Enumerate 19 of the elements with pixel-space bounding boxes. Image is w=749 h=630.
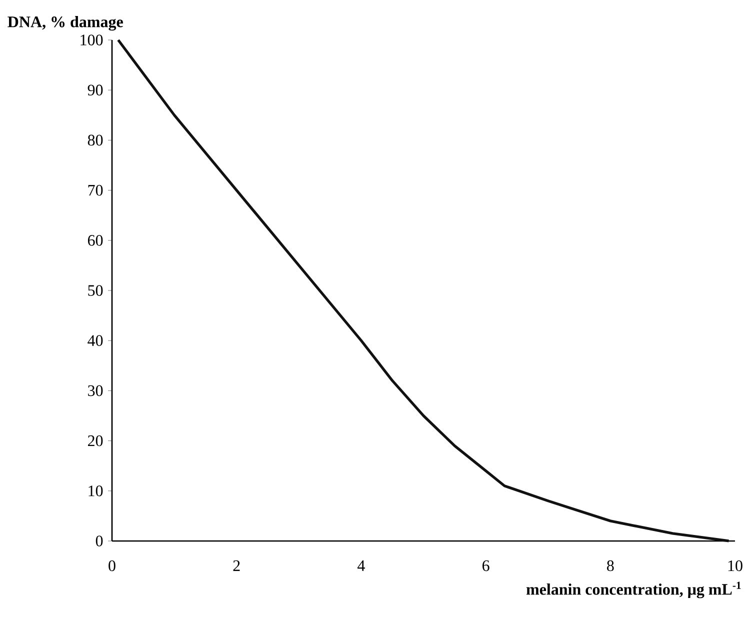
y-tick-label: 90	[88, 84, 103, 96]
y-tick-label: 50	[88, 285, 103, 296]
x-axis-title: melanin concentration, μg mL$^{-1}$	[526, 582, 741, 598]
x-tick-label: 8	[607, 560, 614, 572]
y-tick-label: 10	[88, 485, 103, 496]
y-tick-label: 80	[88, 134, 103, 146]
x-tick-label: 2	[233, 560, 240, 571]
y-tick-label: 100	[80, 34, 103, 46]
x-tick-label: 10	[728, 560, 742, 572]
y-tick-label: 60	[88, 234, 103, 246]
x-tick-label: 0	[108, 560, 116, 572]
y-tick-label: 30	[88, 385, 103, 396]
y-tick-label: 40	[88, 335, 103, 346]
y-axis-title: DNA, % damage	[8, 16, 123, 31]
y-tick-label: 70	[88, 184, 103, 196]
y-tick-label: 0	[96, 536, 103, 546]
x-tick-label: 4	[358, 560, 365, 571]
x-tick-label: 6	[482, 560, 490, 572]
y-tick-label: 20	[88, 435, 103, 446]
